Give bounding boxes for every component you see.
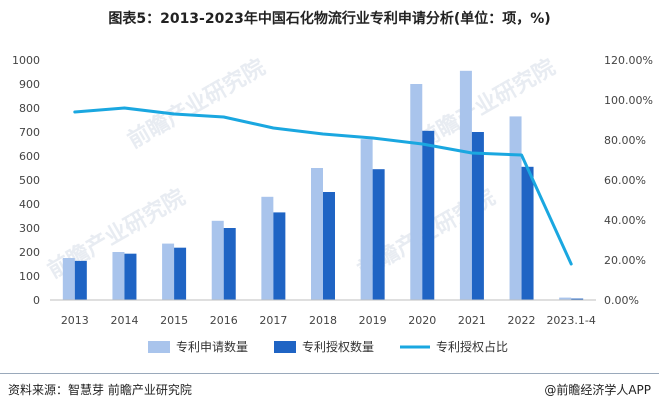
footer-brand: @前瞻经济学人APP — [544, 383, 651, 397]
bar-applications — [261, 196, 274, 300]
bar-grants — [74, 260, 87, 300]
legend-label: 专利授权数量 — [302, 339, 374, 354]
bar-applications — [360, 139, 373, 300]
x-tick-label: 2018 — [309, 314, 337, 327]
x-tick-label: 2021 — [458, 314, 486, 327]
bar-applications — [112, 252, 125, 300]
x-axis: 2013 2014 2015 2016 2017 2018 2019 2020 2021 2022… — [50, 299, 596, 327]
legend-swatch — [274, 341, 296, 353]
left-tick-label: 900 — [19, 78, 40, 91]
line-grant-ratio — [73, 106, 573, 266]
legend-label: 专利申请数量 — [176, 339, 248, 354]
watermark-text: 前瞻产业研究院 — [123, 54, 269, 154]
bar-applications — [559, 297, 572, 300]
left-tick-label: 500 — [19, 174, 40, 187]
bar-grants — [422, 130, 435, 300]
bar-applications — [62, 258, 75, 300]
x-tick-label: 2014 — [110, 314, 138, 327]
left-tick-label: 400 — [19, 198, 40, 211]
left-tick-label: 600 — [19, 150, 40, 163]
x-tick-label: 2017 — [259, 314, 287, 327]
x-tick-label: 2022 — [508, 314, 536, 327]
bar-grants — [174, 247, 187, 300]
x-tick-label: 2015 — [160, 314, 188, 327]
bars-layer — [62, 70, 584, 301]
footer-source: 资料来源：智慧芽 前瞻产业研究院 — [8, 383, 192, 397]
left-tick-label: 100 — [19, 270, 40, 283]
left-tick-label: 200 — [19, 246, 40, 259]
chart-title: 图表5：2013-2023年中国石化物流行业专利申请分析(单位：项，%) — [108, 11, 551, 27]
bar-applications — [311, 168, 323, 300]
right-tick-label: 60.00% — [604, 174, 646, 187]
right-tick-label: 80.00% — [604, 134, 646, 147]
bar-applications — [211, 220, 224, 300]
bar-grants — [273, 212, 286, 300]
x-tick-label: 2023.1-4 — [546, 314, 595, 327]
left-tick-label: 1000 — [12, 54, 40, 67]
footer-divider — [0, 373, 659, 374]
bar-grants — [571, 298, 584, 300]
left-axis: 0 100 200 300 400 500 600 700 800 900 1000 — [12, 54, 40, 307]
x-tick-label: 2020 — [408, 314, 436, 327]
legend-label: 专利授权占比 — [436, 339, 508, 354]
right-tick-label: 120.00% — [604, 54, 653, 67]
bar-applications — [162, 243, 175, 300]
right-tick-label: 20.00% — [604, 254, 646, 267]
bar-grants — [223, 228, 236, 300]
x-tick-label: 2013 — [61, 314, 89, 327]
left-tick-label: 0 — [33, 294, 40, 307]
right-tick-label: 40.00% — [604, 214, 646, 227]
x-tick-label: 2019 — [359, 314, 387, 327]
right-tick-label: 100.00% — [604, 94, 653, 107]
bar-grants — [124, 253, 137, 300]
bar-applications — [410, 84, 423, 300]
bar-applications — [509, 116, 522, 301]
bar-grants — [323, 192, 335, 300]
line-layer — [73, 106, 573, 266]
bar-applications — [459, 70, 472, 300]
legend-swatch — [148, 341, 170, 353]
left-tick-label: 800 — [19, 102, 40, 115]
right-tick-label: 0.00% — [604, 294, 639, 307]
bar-grants — [372, 169, 385, 300]
bar-grants — [521, 166, 534, 300]
legend: 专利申请数量 专利授权数量 专利授权占比 — [148, 339, 508, 354]
x-tick-label: 2016 — [210, 314, 238, 327]
bar-grants — [471, 132, 484, 300]
left-tick-label: 700 — [19, 126, 40, 139]
right-axis: 0.00% 20.00% 40.00% 60.00% 80.00% 100.00% 120.… — [604, 54, 653, 307]
left-tick-label: 300 — [19, 222, 40, 235]
watermark-text: 前瞻产业研究院 — [413, 54, 559, 154]
